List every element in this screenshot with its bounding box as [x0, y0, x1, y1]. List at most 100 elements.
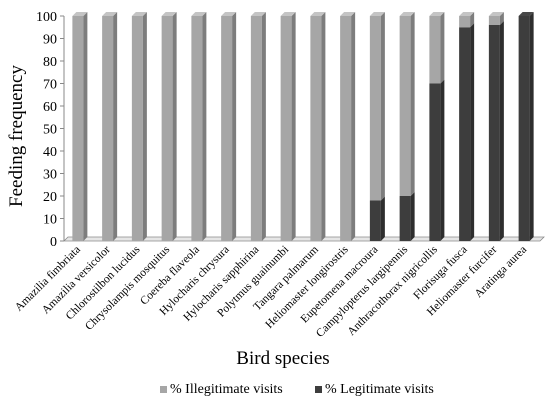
bar-legitimate-side — [440, 79, 445, 241]
bar-illegitimate-side — [380, 12, 385, 201]
bar-illegitimate-side — [83, 12, 88, 241]
bar-illegitimate-top — [191, 12, 207, 16]
bar-legitimate-side — [410, 192, 415, 241]
y-tick-label: 40 — [43, 145, 57, 160]
legend-label: % Legitimate visits — [325, 382, 434, 397]
bar-illegitimate — [429, 12, 445, 84]
bar-illegitimate-top — [340, 12, 356, 16]
bar-illegitimate-top — [102, 12, 118, 16]
y-tick-label: 60 — [43, 100, 57, 115]
bar-illegitimate — [102, 12, 118, 241]
bar-illegitimate — [340, 12, 356, 241]
legend-swatch — [315, 386, 322, 393]
chart-floor-plane — [63, 236, 545, 242]
bar-legitimate-front — [399, 196, 411, 241]
bar-legitimate — [369, 196, 385, 241]
bar-illegitimate-side — [321, 12, 326, 241]
bar-illegitimate — [488, 12, 504, 25]
bar-illegitimate-side — [232, 12, 237, 241]
chart-floor — [63, 236, 545, 242]
bar-illegitimate — [369, 12, 385, 201]
bar-illegitimate-top — [310, 12, 326, 16]
legend-swatch — [160, 386, 167, 393]
y-tick-label: 20 — [43, 190, 57, 205]
bar-legitimate-front — [518, 16, 530, 241]
bar-illegitimate-front — [280, 16, 292, 241]
bar-illegitimate-side — [351, 12, 356, 241]
bar-illegitimate-side — [291, 12, 296, 241]
bar-legitimate-front — [429, 83, 441, 241]
bar-illegitimate — [399, 12, 415, 196]
y-tick-label: 80 — [43, 55, 57, 70]
bar-illegitimate-side — [113, 12, 118, 241]
bar-illegitimate-top — [488, 12, 504, 16]
y-tick-label: 0 — [50, 235, 57, 250]
bar-illegitimate-front — [102, 16, 114, 241]
bar-legitimate-side — [380, 196, 385, 241]
bar-illegitimate-front — [161, 16, 173, 241]
bar-illegitimate — [72, 12, 88, 241]
bar-legitimate-front — [459, 27, 471, 241]
bar-illegitimate — [221, 12, 237, 241]
bar-illegitimate-front — [399, 16, 411, 196]
bar-illegitimate-front — [488, 16, 500, 25]
bar-illegitimate-front — [310, 16, 322, 241]
bar-illegitimate — [310, 12, 326, 241]
y-axis-title: Feeding frequency — [6, 65, 27, 207]
bar-illegitimate-front — [459, 16, 471, 28]
bar-legitimate-front — [369, 200, 381, 241]
y-axis: 0 10 20 30 40 50 60 70 80 90 100 — [36, 10, 65, 250]
bar-illegitimate-front — [429, 16, 441, 84]
bar-illegitimate-top — [369, 12, 385, 16]
bar-illegitimate-side — [261, 12, 266, 241]
y-tick-label: 30 — [43, 168, 57, 183]
bar-illegitimate-front — [131, 16, 143, 241]
bar-illegitimate-front — [72, 16, 84, 241]
bar-illegitimate-side — [142, 12, 147, 241]
bar-legitimate-side — [529, 12, 534, 241]
bar-legitimate — [399, 192, 415, 241]
bar-legitimate-side — [499, 21, 504, 241]
bar-illegitimate-front — [340, 16, 352, 241]
bar-illegitimate-side — [499, 12, 504, 25]
y-tick-label: 10 — [43, 213, 57, 228]
bar-illegitimate-top — [72, 12, 88, 16]
bar-legitimate — [488, 21, 504, 241]
bar-illegitimate-side — [172, 12, 177, 241]
bar-illegitimate-side — [440, 12, 445, 84]
bar-illegitimate-front — [250, 16, 262, 241]
bar-legitimate — [429, 79, 445, 241]
bar-illegitimate — [280, 12, 296, 241]
bar-illegitimate-side — [202, 12, 207, 241]
bar-legitimate — [459, 23, 475, 241]
bar-illegitimate-top — [250, 12, 266, 16]
bar-legitimate-top — [518, 12, 534, 16]
legend-label: % Illegitimate visits — [170, 382, 283, 397]
bar-illegitimate — [191, 12, 207, 241]
y-tick-label: 100 — [36, 10, 57, 25]
y-tick-label: 70 — [43, 78, 57, 93]
x-axis-title: Bird species — [236, 348, 329, 369]
bar-illegitimate — [131, 12, 147, 241]
bar-legitimate-front — [488, 25, 500, 241]
bar-illegitimate-side — [410, 12, 415, 196]
bar-illegitimate-side — [470, 12, 475, 28]
bar-illegitimate — [161, 12, 177, 241]
y-tick-label: 90 — [43, 33, 57, 48]
bar-illegitimate-front — [191, 16, 203, 241]
bar-illegitimate — [459, 12, 475, 28]
bar-legitimate — [518, 12, 534, 241]
bar-legitimate-side — [470, 23, 475, 241]
legend: % Illegitimate visits % Legitimate visits — [160, 382, 434, 397]
bars-group — [72, 12, 534, 241]
bar-illegitimate-front — [369, 16, 381, 201]
bar-illegitimate-top — [429, 12, 445, 16]
y-tick-label: 50 — [43, 123, 57, 138]
bar-illegitimate-top — [280, 12, 296, 16]
bar-illegitimate — [250, 12, 266, 241]
bar-illegitimate-top — [221, 12, 237, 16]
bar-illegitimate-top — [459, 12, 475, 16]
